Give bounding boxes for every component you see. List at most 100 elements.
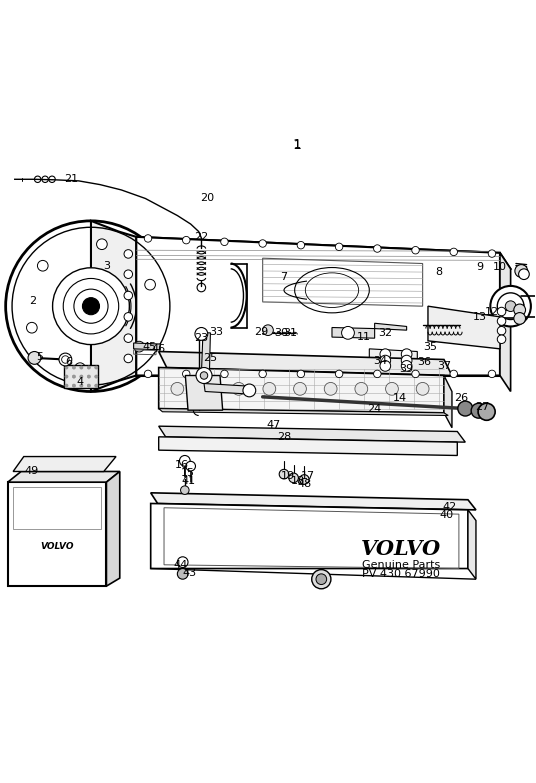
Polygon shape (107, 471, 120, 586)
Text: 15: 15 (181, 467, 195, 478)
Circle shape (87, 384, 91, 388)
Text: 13: 13 (473, 312, 487, 322)
Text: Genuine Parts: Genuine Parts (362, 560, 441, 570)
Text: 42: 42 (442, 502, 457, 511)
Circle shape (497, 335, 506, 344)
Polygon shape (133, 343, 160, 350)
Polygon shape (500, 293, 522, 319)
Circle shape (279, 469, 289, 479)
Text: 5: 5 (36, 352, 43, 363)
Polygon shape (136, 237, 500, 376)
Polygon shape (159, 352, 452, 376)
Circle shape (59, 353, 72, 366)
Text: PV 430 67990: PV 430 67990 (362, 569, 440, 579)
Text: 45: 45 (143, 341, 157, 352)
Circle shape (124, 270, 132, 279)
Circle shape (65, 366, 68, 369)
Circle shape (471, 403, 486, 418)
Text: 32: 32 (378, 328, 392, 338)
Text: VOLVO: VOLVO (361, 539, 441, 559)
Circle shape (374, 245, 381, 252)
Text: 36: 36 (417, 356, 431, 366)
Circle shape (488, 370, 496, 377)
Text: 33: 33 (209, 327, 224, 337)
Circle shape (497, 317, 506, 326)
Polygon shape (159, 426, 465, 442)
Circle shape (26, 323, 37, 333)
Circle shape (336, 370, 343, 377)
Circle shape (263, 325, 273, 335)
Text: 23: 23 (194, 334, 209, 343)
Circle shape (87, 375, 91, 378)
Polygon shape (185, 376, 222, 410)
Circle shape (95, 375, 98, 378)
Text: 2: 2 (29, 296, 36, 306)
Circle shape (186, 461, 196, 471)
Circle shape (401, 349, 412, 359)
Text: 44: 44 (174, 561, 188, 570)
Circle shape (514, 312, 525, 324)
Text: 22: 22 (193, 232, 208, 242)
Circle shape (380, 355, 391, 366)
Polygon shape (202, 333, 211, 376)
Circle shape (478, 403, 495, 420)
Text: 12: 12 (485, 306, 499, 316)
Circle shape (171, 382, 184, 395)
Circle shape (519, 269, 529, 280)
Text: 41: 41 (181, 476, 195, 486)
Circle shape (259, 370, 266, 377)
Text: 16: 16 (175, 460, 189, 470)
Circle shape (450, 248, 457, 255)
Text: 29: 29 (255, 327, 269, 337)
Text: 35: 35 (423, 342, 437, 352)
Polygon shape (369, 349, 418, 376)
Circle shape (341, 327, 354, 339)
Circle shape (297, 370, 304, 377)
Circle shape (505, 301, 516, 312)
Polygon shape (500, 253, 511, 392)
Circle shape (124, 354, 132, 363)
Circle shape (324, 382, 337, 395)
Text: 30: 30 (274, 328, 288, 337)
Circle shape (316, 574, 326, 585)
Circle shape (385, 382, 398, 395)
Circle shape (38, 261, 48, 271)
Circle shape (72, 366, 76, 369)
Circle shape (200, 372, 208, 379)
Circle shape (83, 298, 100, 315)
Text: 40: 40 (440, 511, 453, 520)
Text: 34: 34 (373, 355, 387, 366)
Text: 20: 20 (200, 193, 214, 204)
Circle shape (182, 370, 190, 377)
Circle shape (221, 238, 228, 246)
Circle shape (196, 367, 212, 384)
Polygon shape (468, 510, 476, 579)
Polygon shape (13, 456, 116, 471)
Circle shape (124, 250, 132, 258)
Polygon shape (91, 221, 136, 392)
Polygon shape (428, 306, 500, 349)
Polygon shape (159, 367, 444, 413)
Text: 27: 27 (475, 402, 489, 413)
Circle shape (182, 236, 190, 244)
Circle shape (490, 286, 531, 327)
Circle shape (144, 370, 152, 377)
Circle shape (380, 361, 391, 371)
Circle shape (28, 352, 41, 364)
Text: 48: 48 (297, 479, 311, 489)
Text: 39: 39 (399, 364, 414, 374)
Circle shape (289, 473, 299, 482)
Circle shape (72, 384, 76, 388)
Circle shape (497, 327, 506, 335)
Polygon shape (159, 409, 448, 416)
Circle shape (65, 375, 68, 378)
Circle shape (177, 568, 188, 579)
Polygon shape (159, 437, 457, 456)
Text: 4: 4 (77, 377, 84, 387)
Circle shape (95, 366, 98, 369)
Text: 47: 47 (266, 420, 280, 430)
Circle shape (95, 384, 98, 388)
Bar (64, 366, 99, 388)
Text: 31: 31 (284, 328, 297, 337)
Polygon shape (332, 327, 375, 338)
